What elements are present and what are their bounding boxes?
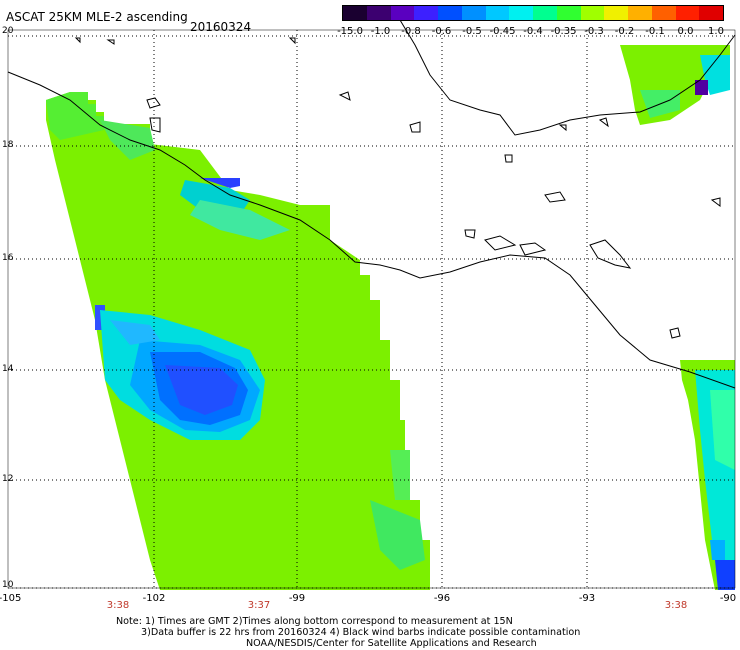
colorbar-tick-label: -0.35 [550,26,577,37]
lat-label-10: 10 [2,580,14,590]
note-line-3: NOAA/NESDIS/Center for Satellite Applica… [246,638,537,649]
map-title: ASCAT 25KM MLE-2 ascending [6,10,188,24]
colorbar-swatch [485,6,510,20]
colorbar-swatch [461,6,486,20]
map-date: 20160324 [190,20,252,34]
lon-label-90: -90 [719,593,737,604]
colorbar-tick-label: -0.5 [462,26,482,37]
colorbar-swatch [651,6,676,20]
colorbar-swatch [533,6,557,20]
swath-top-right [620,45,730,125]
colorbar-tick-label: -0.45 [489,26,516,37]
time-label-1: 3:38 [106,600,130,611]
time-label-3: 3:38 [664,600,688,611]
map-frame [7,29,736,589]
colorbar-tick-label: -0.4 [523,26,543,37]
colorbar-tick-label: -1.0 [370,26,391,37]
lon-label-102: -102 [142,593,166,604]
colorbar-tick-label: 0.0 [677,26,694,37]
graticule [8,30,735,589]
colorbar-tick-label: -0.1 [645,26,665,37]
note-line-1: Note: 1) Times are GMT 2)Times along bot… [116,616,513,627]
lon-label-96: -96 [433,593,451,604]
coastline [7,71,736,389]
colorbar-swatch [699,6,723,20]
lon-label-99: -99 [288,593,306,604]
colorbar-tick-label: -0.6 [431,26,452,37]
colorbar-tick-label: -0.2 [614,26,635,37]
lat-label-14: 14 [2,364,14,374]
colorbar-swatch [366,6,391,20]
colorbar-swatch [580,6,605,20]
colorbar-swatch [628,6,652,20]
colorbar-tick-label: -0.8 [401,26,421,37]
swath-main [46,92,430,590]
colorbar-swatch [414,6,438,20]
footnotes: Note: 1) Times are GMT 2)Times along bot… [116,616,580,649]
lat-label-16: 16 [2,253,14,263]
time-label-2: 3:37 [247,600,271,611]
swath-right-edge [680,360,735,590]
colorbar-tick-label: -15.0 [337,26,363,37]
colorbar-tick-label: -0.3 [584,26,604,37]
colorbar [342,5,724,21]
colorbar-swatch [343,6,367,20]
colorbar-swatch [675,6,700,20]
island-outlines [74,37,721,339]
lat-label-12: 12 [2,474,14,484]
coastline-gulf [399,19,736,136]
note-line-2: 3)Data buffer is 22 hrs from 20160324 4)… [141,627,581,638]
colorbar-swatch [604,6,628,20]
lon-label-93: -93 [578,593,596,604]
colorbar-tick-label: 1.0 [708,26,724,37]
colorbar-swatch [509,6,533,20]
colorbar-swatch [390,6,415,20]
lon-label-105: -105 [0,593,22,604]
colorbar-swatch [438,6,462,20]
colorbar-swatch [556,6,581,20]
lat-label-18: 18 [2,140,14,150]
lat-label-20: 20 [2,26,14,36]
